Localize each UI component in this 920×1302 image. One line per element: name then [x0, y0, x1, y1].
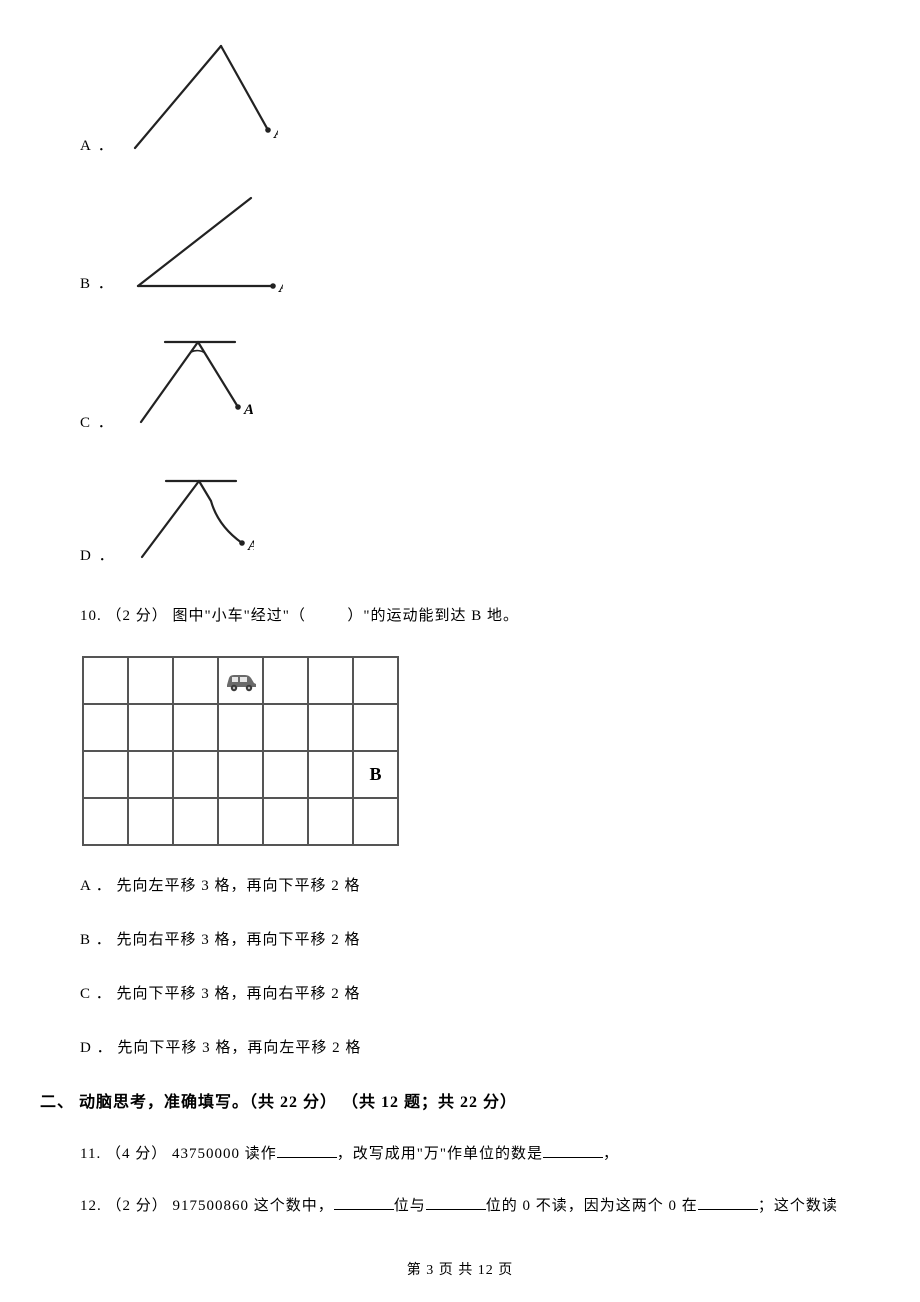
option-c-row: C ． A [80, 332, 860, 441]
option-d-figure: A [124, 471, 254, 575]
grid-cell-b: B [353, 751, 398, 798]
option-c-figure: A [123, 332, 253, 441]
angle-d-svg: A [124, 471, 254, 566]
grid-cell [263, 704, 308, 751]
option-a-figure: A [123, 40, 278, 164]
grid-cell [83, 798, 128, 845]
grid-cell [308, 751, 353, 798]
grid-cell [353, 657, 398, 704]
section-2-header: 二、 动脑思考，准确填写。（共 22 分） （共 12 题；共 22 分） [40, 1090, 860, 1116]
svg-text:A: A [243, 402, 253, 418]
q12-seg4: ；这个数读 [758, 1198, 838, 1214]
grid-cell [83, 704, 128, 751]
q12-blank-1[interactable] [334, 1194, 394, 1210]
grid-cell [128, 751, 173, 798]
grid-cell [308, 704, 353, 751]
angle-c-svg: A [123, 332, 253, 432]
option-c-label: C ． [80, 411, 115, 441]
q12-blank-3[interactable] [698, 1194, 758, 1210]
q10-option-a: A ． 先向左平移 3 格，再向下平移 2 格 [80, 874, 860, 898]
q12-seg3: 位的 0 不读，因为这两个 0 在 [486, 1198, 698, 1214]
grid-cell [173, 704, 218, 751]
q12-number: 12. [80, 1198, 102, 1214]
grid-cell [128, 657, 173, 704]
car-grid-table: B [82, 656, 399, 846]
grid-cell [173, 657, 218, 704]
angle-b-svg: A [123, 194, 283, 294]
grid-cell [308, 657, 353, 704]
option-b-figure: A [123, 194, 283, 303]
q11-points: （4 分） [106, 1146, 167, 1162]
car-icon [223, 669, 259, 693]
grid-cell [218, 751, 263, 798]
q11-blank-2[interactable] [543, 1142, 603, 1158]
grid-cell [218, 657, 263, 704]
q12-points: （2 分） [107, 1198, 168, 1214]
grid-cell [263, 751, 308, 798]
q12-seg2: 位与 [394, 1198, 426, 1214]
q10-option-d: D ． 先向下平移 3 格，再向左平移 2 格 [80, 1036, 860, 1060]
q11-seg1: 43750000 读作 [172, 1146, 277, 1162]
angle-a-svg: A [123, 40, 278, 155]
grid-cell [218, 798, 263, 845]
grid-cell [263, 657, 308, 704]
grid-cell [83, 657, 128, 704]
option-d-label: D ． [80, 544, 116, 574]
grid-cell [218, 704, 263, 751]
grid-cell [263, 798, 308, 845]
grid-cell [353, 798, 398, 845]
grid-cell [128, 798, 173, 845]
q12-seg1: 917500860 这个数中， [173, 1198, 334, 1214]
question-11: 11. （4 分） 43750000 读作 ，改写成用"万"作单位的数是 ， [80, 1142, 860, 1166]
q11-blank-1[interactable] [277, 1142, 337, 1158]
grid-cell [173, 751, 218, 798]
q10-option-c: C ． 先向下平移 3 格，再向右平移 2 格 [80, 982, 860, 1006]
car-grid-figure: B [82, 656, 860, 846]
grid-cell [308, 798, 353, 845]
option-b-label: B ． [80, 272, 115, 302]
q11-seg3: ， [603, 1146, 619, 1162]
svg-text:A: A [273, 125, 278, 142]
q12-blank-2[interactable] [426, 1194, 486, 1210]
option-d-row: D ． A [80, 471, 860, 575]
svg-text:A: A [278, 279, 283, 294]
q10-blank [311, 608, 343, 624]
question-12: 12. （2 分） 917500860 这个数中， 位与 位的 0 不读，因为这两个… [80, 1194, 860, 1218]
question-10: 10. （2 分） 图中"小车"经过"（ ）"的运动能到达 B 地。 [80, 604, 860, 628]
option-a-label: A ． [80, 134, 115, 164]
grid-cell [128, 704, 173, 751]
q10-number: 10. [80, 608, 102, 624]
grid-cell [173, 798, 218, 845]
option-b-row: B ． A [80, 194, 860, 303]
q10-suffix: ）"的运动能到达 B 地。 [347, 608, 519, 624]
grid-cell [353, 704, 398, 751]
q11-seg2: ，改写成用"万"作单位的数是 [337, 1146, 543, 1162]
option-a-row: A ． A [80, 40, 860, 164]
q10-prefix: 图中"小车"经过"（ [173, 608, 306, 624]
q11-number: 11. [80, 1146, 101, 1162]
q10-points: （2 分） [107, 608, 168, 624]
q10-option-b: B ． 先向右平移 3 格，再向下平移 2 格 [80, 928, 860, 952]
grid-cell [83, 751, 128, 798]
svg-text:A: A [247, 538, 254, 554]
page-footer: 第 3 页 共 12 页 [0, 1260, 920, 1282]
